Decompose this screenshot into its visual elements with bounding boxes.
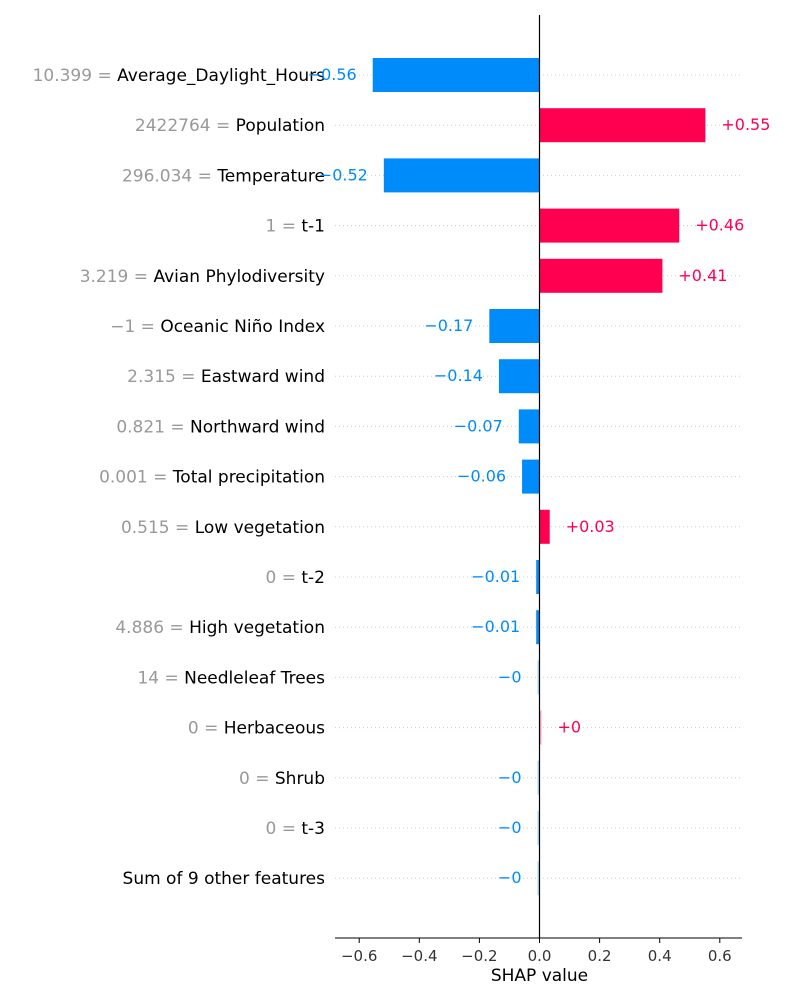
bar-value-label: −0.07 xyxy=(454,416,503,435)
feature-name: Northward wind xyxy=(190,417,325,437)
feature-name: Sum of 9 other features xyxy=(123,869,326,889)
bar-value-label: −0 xyxy=(498,868,522,887)
x-tick-label: −0.4 xyxy=(401,947,437,965)
feature-name: Shrub xyxy=(275,769,325,789)
y-tick-label: 0.821 = Northward wind xyxy=(116,417,325,437)
feature-name: Needleleaf Trees xyxy=(184,668,325,688)
y-tick-label: 14 = Needleleaf Trees xyxy=(137,668,325,688)
bars xyxy=(372,58,706,896)
bar xyxy=(489,309,540,343)
feature-value: 3.219 = xyxy=(80,267,154,287)
feature-name: t-1 xyxy=(301,217,325,237)
bar-value-label: −0 xyxy=(498,818,522,837)
feature-value: 0.515 = xyxy=(121,518,195,538)
bar xyxy=(522,459,540,494)
y-tick-label: 0 = t-3 xyxy=(266,819,326,839)
feature-value: 2422764 = xyxy=(135,116,236,136)
feature-value: 10.399 = xyxy=(33,66,118,86)
bar xyxy=(518,409,540,444)
bar xyxy=(537,660,540,695)
y-tick-label: 0.001 = Total precipitation xyxy=(99,468,325,488)
bar-value-labels: −0.56 +0.55 −0.52 +0.46 +0.41 −0.17 −0.14 −0.07… xyxy=(308,65,771,887)
feature-value: 14 = xyxy=(137,668,184,688)
y-tick-label: 0 = Shrub xyxy=(239,769,325,789)
bar-value-label: +0.46 xyxy=(695,216,744,235)
y-tick-label: 296.034 = Temperature xyxy=(122,166,325,186)
feature-value: 0 = xyxy=(188,719,224,739)
bar-value-label: −0.01 xyxy=(471,567,520,586)
y-tick-labels: 10.399 = Average_Daylight_Hours 2422764 =… xyxy=(33,66,326,889)
y-tick-label: 1 = t-1 xyxy=(266,217,326,237)
y-tick-label: 0 = Herbaceous xyxy=(188,719,325,739)
bar xyxy=(539,208,680,243)
bar-value-label: +0.55 xyxy=(721,115,770,134)
feature-value: 0.001 = xyxy=(99,468,173,488)
y-tick-label: 10.399 = Average_Daylight_Hours xyxy=(33,66,326,86)
x-axis-title: SHAP value xyxy=(491,966,588,986)
bar xyxy=(539,509,550,544)
feature-value: −1 = xyxy=(110,317,160,337)
bar xyxy=(539,108,706,143)
x-tick-labels: −0.6 −0.4 −0.2 0.0 0.2 0.4 0.6 xyxy=(341,938,732,965)
y-tick-label: 3.219 = Avian Phylodiversity xyxy=(80,267,325,287)
bar xyxy=(537,861,540,896)
feature-name: t-3 xyxy=(301,819,325,839)
y-tick-label: 0.515 = Low vegetation xyxy=(121,518,325,538)
bar-value-label: +0.41 xyxy=(678,266,727,285)
feature-name: Oceanic Niño Index xyxy=(160,317,325,337)
feature-value: 2.315 = xyxy=(127,367,201,387)
bar-value-label: −0 xyxy=(498,667,522,686)
bar-value-label: +0 xyxy=(558,718,582,737)
feature-value: 4.886 = xyxy=(115,618,189,638)
bar-value-label: −0.52 xyxy=(319,165,368,184)
bar xyxy=(372,58,540,92)
x-tick-label: 0.6 xyxy=(708,947,732,965)
bar-value-label: −0 xyxy=(498,768,522,787)
bar-value-label: −0.56 xyxy=(308,65,357,84)
bar xyxy=(498,359,540,394)
x-tick-label: −0.6 xyxy=(341,947,377,965)
bar-value-label: −0.14 xyxy=(434,366,483,385)
feature-name: Low vegetation xyxy=(195,518,325,538)
feature-name: Total precipitation xyxy=(172,468,325,488)
feature-name: Population xyxy=(236,116,325,136)
y-tick-label: 4.886 = High vegetation xyxy=(115,618,325,638)
bar xyxy=(536,610,540,645)
feature-value: 1 = xyxy=(266,217,302,237)
bar xyxy=(536,560,540,594)
bar xyxy=(539,258,663,293)
y-tick-label: −1 = Oceanic Niño Index xyxy=(110,317,325,337)
bar-value-label: +0.03 xyxy=(566,517,615,536)
feature-value: 0 = xyxy=(266,819,302,839)
feature-name: High vegetation xyxy=(189,618,325,638)
x-tick-label: 0.4 xyxy=(648,947,672,965)
feature-value: 0 = xyxy=(266,568,302,588)
feature-name: Eastward wind xyxy=(201,367,325,387)
feature-name: t-2 xyxy=(301,568,325,588)
feature-name: Average_Daylight_Hours xyxy=(117,66,325,86)
feature-name: Temperature xyxy=(216,166,325,186)
y-tick-label: Sum of 9 other features xyxy=(123,869,326,889)
axes xyxy=(335,15,742,939)
feature-value: 0 = xyxy=(239,769,275,789)
bar-value-label: −0.17 xyxy=(424,316,473,335)
x-tick-label: 0.0 xyxy=(528,947,552,965)
x-tick-label: −0.2 xyxy=(461,947,497,965)
y-tick-label: 0 = t-2 xyxy=(266,568,326,588)
bar-value-label: −0.01 xyxy=(471,617,520,636)
feature-name: Avian Phylodiversity xyxy=(153,267,325,287)
bar xyxy=(537,811,540,845)
bar xyxy=(539,710,542,745)
bar-value-label: −0.06 xyxy=(457,467,506,486)
y-tick-label: 2422764 = Population xyxy=(135,116,325,136)
feature-value: 296.034 = xyxy=(122,166,217,186)
y-tick-label: 2.315 = Eastward wind xyxy=(127,367,325,387)
bar xyxy=(537,760,540,795)
x-tick-label: 0.2 xyxy=(588,947,612,965)
feature-value: 0.821 = xyxy=(116,417,190,437)
feature-name: Herbaceous xyxy=(224,719,325,739)
bar xyxy=(383,158,540,193)
